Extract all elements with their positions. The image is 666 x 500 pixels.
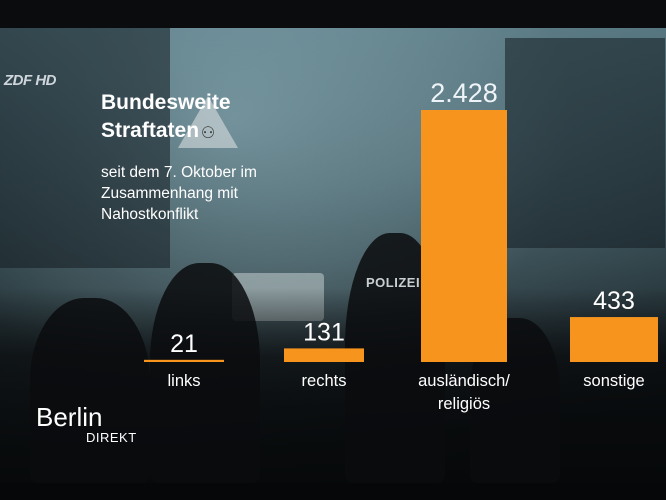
- category-label-1: rechts: [302, 372, 347, 390]
- category-label-0: links: [167, 372, 200, 390]
- category-label-3: sonstige: [583, 372, 644, 390]
- category-label-2: ausländisch/religiös: [418, 372, 510, 413]
- bar-3: [570, 317, 658, 362]
- value-label-0: 21: [170, 330, 198, 358]
- value-label-1: 131: [303, 318, 345, 346]
- road-sign: [178, 96, 238, 148]
- scene-person: [150, 263, 260, 483]
- bar-0: [144, 359, 224, 362]
- chart-subtitle-text: seit dem 7. Oktober im Zusammenhang mit …: [101, 164, 257, 223]
- tv-bezel-bottom: [0, 483, 666, 500]
- program-brand: Berlin DIREKT: [36, 404, 137, 445]
- scene-building-left: [0, 28, 170, 268]
- chart-title-text: Bundesweite Straftaten: [101, 91, 231, 142]
- chart-subtitle: seit dem 7. Oktober im Zusammenhang mit …: [101, 162, 316, 225]
- scene-building-right: [505, 38, 665, 248]
- police-lettering: POLIZEI: [366, 275, 421, 290]
- channel-logo: ZDF HD: [4, 72, 57, 89]
- bar-2: [421, 110, 507, 362]
- program-subname: DIREKT: [86, 430, 137, 445]
- road-sign-figures-icon: ⚇: [200, 123, 216, 142]
- value-label-3: 433: [593, 287, 635, 315]
- value-label-2: 2.428: [430, 78, 498, 108]
- scene-person: [30, 298, 150, 483]
- tv-bezel-top: [0, 0, 666, 28]
- bar-1: [284, 348, 364, 362]
- program-name: Berlin: [36, 402, 103, 432]
- chart-title: Bundesweite Straftaten: [101, 89, 271, 145]
